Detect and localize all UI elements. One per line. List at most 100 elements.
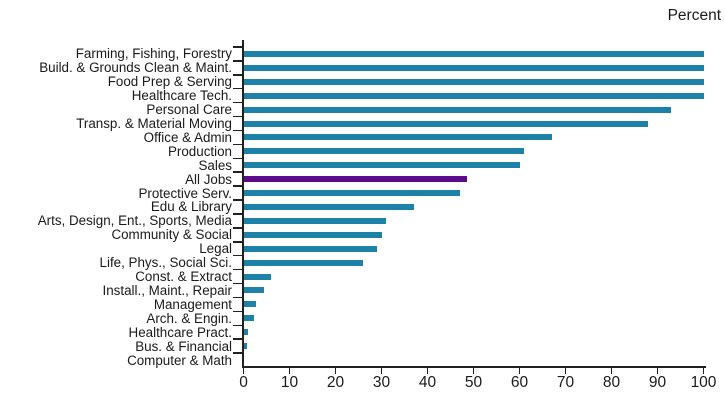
category-row: Transp. & Material Moving	[0, 115, 725, 132]
category-label: Food Prep & Serving	[107, 74, 232, 90]
bar	[243, 245, 377, 252]
category-label: Bus. & Financial	[135, 338, 232, 354]
category-label: Arts, Design, Ent., Sports, Media	[37, 213, 232, 229]
x-axis-line	[241, 366, 706, 368]
category-label: Community & Social	[111, 227, 232, 243]
category-row: Community & Social	[0, 227, 725, 243]
category-row: Management	[0, 296, 725, 312]
percent-axis-unit-label: Percent	[667, 7, 721, 24]
category-row: Arch. & Engin.	[0, 310, 725, 326]
bar	[243, 50, 704, 57]
bar-highlight	[243, 176, 467, 183]
x-axis-tick	[334, 368, 337, 374]
bar	[243, 273, 272, 280]
bar	[243, 162, 520, 169]
bar	[243, 106, 672, 113]
x-axis-tick-label: 30	[372, 374, 391, 391]
bar	[243, 329, 249, 336]
bar	[243, 120, 649, 127]
category-label: Install., Maint., Repair	[102, 282, 233, 298]
category-row: Build. & Grounds Clean & Maint.	[0, 60, 725, 76]
y-axis-tick	[233, 74, 242, 76]
category-row: Production	[0, 143, 725, 159]
x-axis-tick	[610, 368, 613, 374]
y-axis-tick	[233, 338, 242, 340]
x-axis-tick	[288, 368, 291, 374]
x-axis-tick-label: 60	[510, 374, 529, 391]
category-label: Protective Serv.	[138, 185, 232, 201]
bar	[243, 148, 525, 155]
category-row: Farming, Fishing, Forestry	[0, 46, 725, 62]
x-axis-tick-label: 0	[239, 374, 248, 391]
category-row: Life, Phys., Social Sci.	[0, 254, 725, 271]
y-axis-tick	[233, 282, 242, 285]
bar	[243, 217, 387, 224]
y-axis-tick	[233, 310, 242, 313]
x-axis-tick-label: 10	[280, 374, 299, 391]
y-axis-tick	[233, 268, 242, 271]
category-row: Food Prep & Serving	[0, 74, 725, 90]
bar	[243, 259, 364, 266]
x-axis-tick-label: 40	[418, 374, 437, 391]
x-axis-tick-label: 70	[556, 374, 575, 391]
bar	[243, 315, 254, 322]
y-axis-tick	[233, 143, 242, 146]
category-row: Healthcare Tech.	[0, 87, 725, 104]
category-label: Personal Care	[146, 102, 232, 118]
category-label: Computer & Math	[127, 352, 232, 368]
category-label: Arch. & Engin.	[146, 310, 232, 326]
category-label: Life, Phys., Social Sci.	[99, 255, 232, 271]
bar	[243, 134, 552, 141]
bar	[243, 301, 256, 308]
x-axis-tick	[426, 368, 429, 374]
category-label: Edu & Library	[150, 199, 232, 215]
bar	[243, 343, 247, 350]
category-label: Sales	[198, 157, 233, 173]
y-axis-tick	[233, 115, 242, 118]
category-row: Healthcare Pract.	[0, 324, 725, 340]
category-label: Office & Admin	[143, 129, 232, 145]
y-axis-tick	[233, 185, 242, 187]
x-axis-tick-label: 90	[648, 374, 667, 391]
x-axis-tick	[518, 368, 521, 374]
category-row: Bus. & Financial	[0, 338, 725, 354]
y-axis-tick	[233, 241, 242, 243]
category-label: Const. & Extract	[135, 269, 232, 285]
x-axis-tick	[242, 368, 245, 374]
category-row: Sales	[0, 157, 725, 173]
x-axis-tick	[380, 368, 383, 374]
category-label: Farming, Fishing, Forestry	[75, 46, 232, 62]
category-row: Const. & Extract	[0, 268, 725, 285]
y-axis-tick	[233, 296, 242, 299]
bar	[243, 64, 704, 71]
category-label: Healthcare Pract.	[128, 324, 232, 340]
y-axis-tick	[233, 87, 242, 90]
y-axis-tick	[233, 129, 242, 132]
bar	[243, 190, 460, 197]
y-axis-tick	[233, 171, 242, 173]
category-label: Management	[153, 296, 232, 312]
y-axis-tick	[233, 199, 242, 201]
x-axis-tick-label: 20	[326, 374, 345, 391]
y-axis-tick	[233, 352, 242, 354]
category-label: Healthcare Tech.	[131, 88, 232, 104]
category-row: Personal Care	[0, 101, 725, 118]
y-axis-tick	[233, 46, 242, 48]
x-axis-tick-label: 50	[464, 374, 483, 391]
category-row: Computer & Math	[0, 352, 725, 368]
x-axis-tick-label: 80	[602, 374, 621, 391]
category-row: Edu & Library	[0, 199, 725, 215]
category-row: Arts, Design, Ent., Sports, Media	[0, 213, 725, 229]
category-label: Legal	[199, 241, 232, 257]
x-axis-tick	[472, 368, 475, 374]
y-axis-tick	[233, 324, 242, 326]
category-row: Protective Serv.	[0, 185, 725, 201]
y-axis-tick	[233, 254, 242, 257]
category-label: Transp. & Material Moving	[76, 116, 232, 132]
y-axis-tick	[233, 60, 242, 62]
x-axis-tick	[564, 368, 567, 374]
bar	[243, 92, 704, 99]
y-axis-tick	[233, 157, 242, 160]
category-label: Build. & Grounds Clean & Maint.	[39, 60, 232, 76]
x-axis-tick	[702, 368, 705, 374]
